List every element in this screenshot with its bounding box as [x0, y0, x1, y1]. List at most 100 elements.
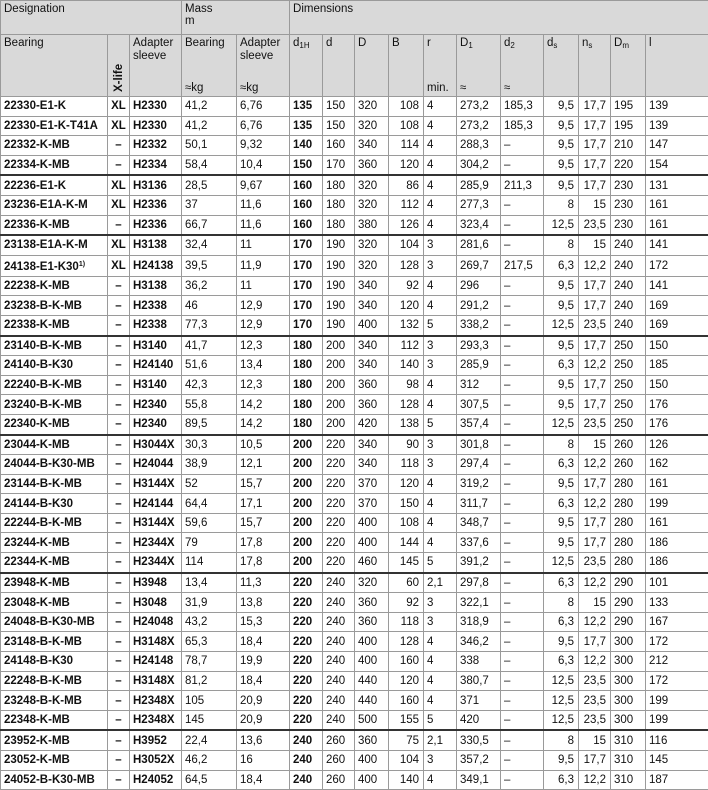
table-cell: 320	[355, 195, 389, 215]
column-symbol: B	[392, 37, 400, 49]
table-cell: 51,6	[182, 356, 237, 376]
table-cell: –	[501, 136, 544, 156]
column-symbol: Bearing	[4, 37, 44, 49]
table-cell: 22236-E1-K	[1, 175, 108, 195]
table-cell: 250	[611, 395, 646, 415]
table-cell: 338	[457, 652, 501, 672]
footnote-mark: 1)	[79, 261, 85, 268]
table-cell: 297,8	[457, 573, 501, 593]
table-cell: 300	[611, 710, 646, 730]
table-cell: 58,4	[182, 155, 237, 175]
table-cell: –	[501, 375, 544, 395]
table-cell: 290	[611, 573, 646, 593]
table-cell: 4	[424, 155, 457, 175]
table-cell: 280	[611, 553, 646, 573]
table-cell: 220	[290, 632, 323, 652]
table-cell: 250	[611, 336, 646, 356]
table-cell: 277,3	[457, 195, 501, 215]
column-label: d2	[504, 37, 540, 52]
table-cell: –	[501, 553, 544, 573]
column-header: d	[323, 35, 355, 97]
table-cell: 37	[182, 195, 237, 215]
table-cell: 9,5	[544, 136, 579, 156]
table-cell: 240	[323, 671, 355, 691]
table-cell: 11,9	[237, 255, 290, 276]
table-cell: 155	[389, 710, 424, 730]
table-cell: 147	[646, 136, 708, 156]
table-cell: 22244-B-K-MB	[1, 513, 108, 533]
table-cell: H3144X	[130, 513, 182, 533]
table-cell: 300	[611, 691, 646, 711]
table-cell: 220	[323, 553, 355, 573]
table-cell: 120	[389, 474, 424, 494]
table-cell: 39,5	[182, 255, 237, 276]
table-cell: 23048-K-MB	[1, 593, 108, 613]
table-cell: 60	[389, 573, 424, 593]
table-cell: 5	[424, 710, 457, 730]
table-cell: 98	[389, 375, 424, 395]
column-header: B	[389, 35, 424, 97]
table-cell: 131	[646, 175, 708, 195]
table-cell: 4	[424, 671, 457, 691]
table-cell: –	[108, 336, 130, 356]
table-cell: 172	[646, 255, 708, 276]
table-cell: H3144X	[130, 474, 182, 494]
table-cell: 323,4	[457, 215, 501, 235]
table-cell: 4	[424, 175, 457, 195]
table-cell: 6,76	[237, 97, 290, 117]
column-label: D	[358, 37, 385, 50]
table-cell: 17,7	[579, 395, 611, 415]
table-cell: 400	[355, 513, 389, 533]
table-cell: 5	[424, 553, 457, 573]
table-cell: 4	[424, 632, 457, 652]
table-cell: 9,5	[544, 175, 579, 195]
table-cell: 46,2	[182, 751, 237, 771]
table-cell: 400	[355, 533, 389, 553]
table-cell: 22348-K-MB	[1, 710, 108, 730]
table-cell: 128	[389, 255, 424, 276]
table-cell: 200	[323, 414, 355, 434]
table-cell: 340	[355, 296, 389, 316]
table-cell: 500	[355, 710, 389, 730]
table-cell: 108	[389, 97, 424, 117]
table-cell: 230	[611, 215, 646, 235]
table-cell: 8	[544, 435, 579, 455]
table-cell: 9,5	[544, 474, 579, 494]
table-cell: XL	[108, 175, 130, 195]
column-symbol: D	[358, 37, 366, 49]
table-cell: 220	[290, 652, 323, 672]
table-cell: H3140	[130, 336, 182, 356]
table-cell: 132	[389, 315, 424, 335]
table-cell: 9,5	[544, 632, 579, 652]
table-cell: 360	[355, 155, 389, 175]
table-cell: 12,5	[544, 414, 579, 434]
table-cell: 360	[355, 395, 389, 415]
table-cell: 285,9	[457, 356, 501, 376]
table-cell: 104	[389, 751, 424, 771]
table-cell: H2340	[130, 414, 182, 434]
table-cell: XL	[108, 195, 130, 215]
table-cell: 250	[611, 356, 646, 376]
table-cell: 12,2	[579, 356, 611, 376]
table-cell: 105	[182, 691, 237, 711]
table-cell: 4	[424, 770, 457, 790]
table-cell: 4	[424, 195, 457, 215]
table-cell: –	[108, 593, 130, 613]
table-cell: 307,5	[457, 395, 501, 415]
column-label: d1H	[293, 37, 319, 52]
table-cell: 220	[323, 494, 355, 514]
table-cell: XL	[108, 255, 130, 276]
table-cell: 370	[355, 494, 389, 514]
table-cell: –	[108, 435, 130, 455]
table-cell: –	[108, 315, 130, 335]
table-cell: 12,2	[579, 255, 611, 276]
table-cell: 23052-K-MB	[1, 751, 108, 771]
table-cell: 23138-E1A-K-M	[1, 235, 108, 255]
